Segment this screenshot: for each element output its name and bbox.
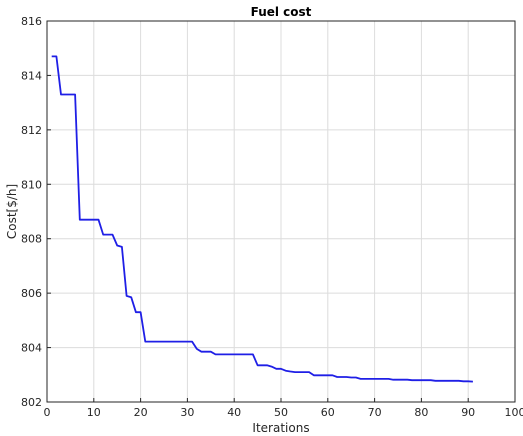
fuel-cost-series-line <box>51 55 473 383</box>
x-tick-label: 20 <box>134 406 148 419</box>
y-tick-label: 806 <box>21 287 42 300</box>
x-tick-label: 60 <box>321 406 335 419</box>
ticks: 0 10 20 30 40 50 60 70 80 90 100 802 804 806 808 810 812… <box>21 15 523 419</box>
x-tick-label: 0 <box>44 406 51 419</box>
y-tick-label: 808 <box>21 233 42 246</box>
y-tick-label: 814 <box>21 69 42 82</box>
x-tick-label: 40 <box>227 406 241 419</box>
y-axis-title: Cost[$/h] <box>5 184 19 239</box>
x-tick-label: 30 <box>180 406 194 419</box>
series-layer <box>51 55 473 383</box>
y-tick-label: 810 <box>21 178 42 191</box>
chart-title: Fuel cost <box>251 5 312 19</box>
y-tick-label: 816 <box>21 15 42 28</box>
x-axis-title: Iterations <box>252 421 309 435</box>
x-tick-label: 50 <box>274 406 288 419</box>
x-tick-label: 10 <box>87 406 101 419</box>
x-tick-label: 80 <box>414 406 428 419</box>
x-tick-label: 70 <box>368 406 382 419</box>
x-tick-label: 100 <box>505 406 523 419</box>
y-tick-label: 812 <box>21 124 42 137</box>
y-tick-label: 804 <box>21 342 42 355</box>
x-tick-label: 90 <box>461 406 475 419</box>
y-tick-label: 802 <box>21 396 42 409</box>
